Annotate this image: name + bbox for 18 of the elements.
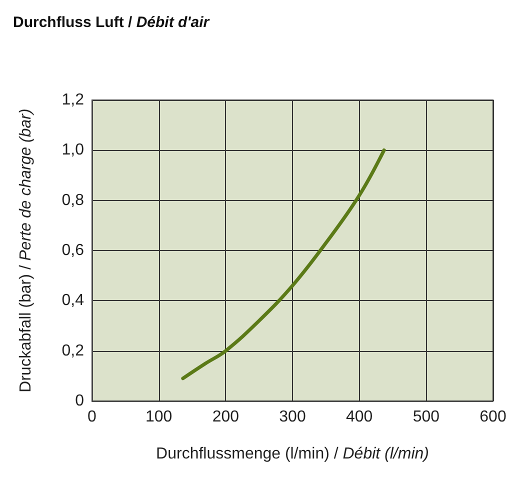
chart-title: Durchfluss Luft / Débit d'air [13,14,210,31]
x-tick-label: 100 [145,408,172,426]
x-axis-title: Durchflussmenge (l/min) / Débit (l/min) [156,446,429,462]
x-tick-label: 400 [346,408,373,426]
y-axis-title: Druckabfall (bar) / Perte de charge (bar) [18,108,34,392]
y-tick-label: 1,0 [62,142,84,159]
y-tick-label: 0,2 [62,342,84,360]
x-tick-label: 0 [88,408,97,426]
y-tick-label: 0,6 [62,242,84,259]
x-tick-label: 200 [212,408,240,426]
y-tick-label: 1,2 [62,92,84,108]
y-tick-label: 0,4 [62,292,84,310]
x-tick-label: 600 [480,408,506,426]
x-tick-label: 500 [412,408,440,426]
line-series [181,148,386,380]
y-tick-label: 0 [75,392,84,410]
y-tick-label: 0,8 [62,192,84,209]
x-tick-label: 300 [279,408,306,426]
